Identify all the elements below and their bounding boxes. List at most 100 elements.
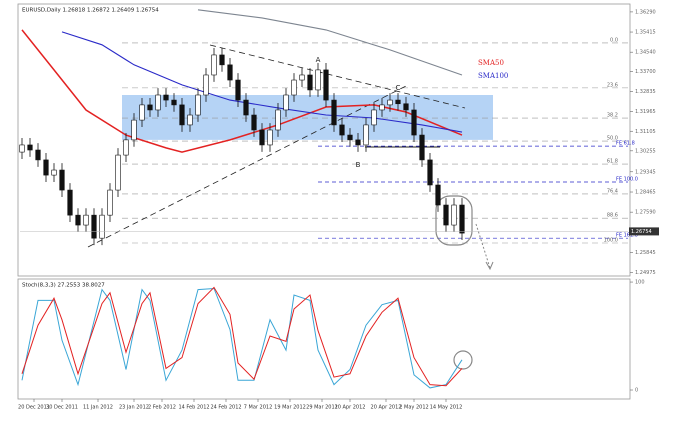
candle-body	[131, 119, 137, 141]
candle-body	[27, 144, 33, 151]
y-tick-label: 1.24975	[635, 270, 656, 276]
current-price-label: 1.26754	[631, 229, 652, 235]
candle-body	[43, 159, 49, 176]
y-tick-label: 1.29345	[635, 169, 656, 175]
y-tick-label: 1.36290	[635, 9, 656, 15]
candle-body	[387, 99, 393, 106]
candle-body	[403, 103, 409, 111]
fib-label: 88.6	[607, 213, 618, 219]
highlight-circle	[435, 195, 473, 246]
candle-body	[339, 124, 345, 136]
candle-body	[187, 114, 193, 126]
x-tick-label: 30 Dec 2011	[46, 405, 78, 411]
stoch-line	[21, 287, 463, 389]
highlight-circle	[453, 350, 473, 370]
arrow-head	[485, 261, 494, 271]
candle-body	[227, 64, 233, 81]
x-tick-label: 2 May 2012	[399, 405, 428, 411]
y-tick-label: 1.33700	[635, 69, 656, 75]
current-price-box	[629, 227, 659, 236]
wave-label: B	[356, 161, 361, 169]
y-tick-label: 1.30255	[635, 148, 656, 154]
fib-label: 100.0	[604, 238, 618, 244]
candle-body	[67, 189, 73, 216]
stoch-title: Stoch(8,3,3) 27.2553 38.8027	[22, 283, 105, 289]
candle-body	[355, 139, 361, 146]
candle-body	[259, 129, 265, 146]
candle-body	[379, 104, 385, 111]
x-tick-label: 14 Feb 2012	[178, 405, 209, 411]
x-tick-label: 14 May 2012	[430, 405, 463, 411]
fib-label: 0.0	[610, 37, 618, 43]
trendline	[209, 44, 466, 109]
candle-body	[411, 109, 417, 136]
candle-body	[219, 54, 225, 66]
y-tick-label: 1.35415	[635, 30, 656, 36]
candle-body	[155, 94, 161, 111]
x-tick-label: 2 Feb 2012	[148, 405, 176, 411]
candle-body	[91, 214, 97, 239]
x-tick-label: 20 Apr 2012	[371, 405, 402, 411]
candle-body	[243, 99, 249, 116]
candle-body	[419, 134, 425, 161]
candle-body	[115, 154, 121, 191]
moving-average	[197, 9, 463, 76]
fe-label: FE 161.8	[616, 233, 638, 239]
candle-body	[307, 74, 313, 91]
candle-body	[171, 99, 177, 106]
wave-label: C	[396, 84, 401, 92]
highlight-zone	[122, 95, 493, 140]
x-tick-label: 19 Mar 2012	[274, 405, 306, 411]
candle-body	[123, 139, 129, 156]
fib-label: 76.4	[607, 188, 618, 194]
y-tick-label: 1.31105	[635, 129, 656, 135]
candle-body	[19, 144, 25, 153]
candle-body	[195, 94, 201, 116]
y-tick-label: 1.31965	[635, 109, 656, 115]
stoch-line	[21, 286, 463, 387]
candle-body	[459, 204, 465, 234]
candle-body	[291, 79, 297, 96]
fib-label: 50.0	[607, 136, 618, 142]
x-tick-label: 29 Mar 2012	[306, 405, 338, 411]
fe-label: FE 61.8	[616, 141, 635, 147]
candle-body	[51, 169, 57, 176]
candle-body	[251, 114, 257, 131]
x-tick-label: 23 Jan 2012	[119, 405, 149, 411]
candle-body	[99, 214, 105, 239]
x-tick-label: 10 Apr 2012	[335, 405, 366, 411]
candle-body	[83, 214, 89, 226]
candle-body	[179, 104, 185, 126]
y-tick-label: 0	[635, 388, 638, 394]
candle-body	[363, 124, 369, 146]
candle-body	[323, 69, 329, 101]
fib-label: 23.6	[607, 82, 618, 88]
main-frame	[17, 3, 631, 277]
candle-body	[147, 104, 153, 111]
candle-body	[435, 184, 441, 206]
stoch-frame	[17, 278, 631, 400]
fib-label: 61.8	[607, 159, 618, 165]
candle-body	[331, 99, 337, 126]
y-tick-label: 1.27590	[635, 210, 656, 216]
legend-label: SMA50	[478, 59, 504, 67]
moving-average	[21, 29, 463, 153]
wave-label: A	[316, 56, 321, 64]
candle-body	[35, 149, 41, 161]
y-tick-label: 1.32835	[635, 89, 656, 95]
y-tick-label: 1.34540	[635, 50, 656, 56]
candle-body	[443, 204, 449, 226]
candle-body	[451, 204, 457, 226]
moving-average	[61, 31, 463, 133]
candle-body	[75, 214, 81, 226]
chart-title: EURUSD,Daily 1.26818 1.26872 1.26409 1.2…	[22, 8, 159, 14]
x-tick-label: 11 Jan 2012	[83, 405, 113, 411]
x-tick-label: 7 Mar 2012	[244, 405, 273, 411]
y-tick-label: 100	[635, 280, 645, 286]
candle-body	[283, 94, 289, 111]
fe-label: FE 100.0	[616, 177, 638, 183]
fib-label: 38.2	[607, 113, 618, 119]
y-tick-label: 1.25845	[635, 250, 656, 256]
